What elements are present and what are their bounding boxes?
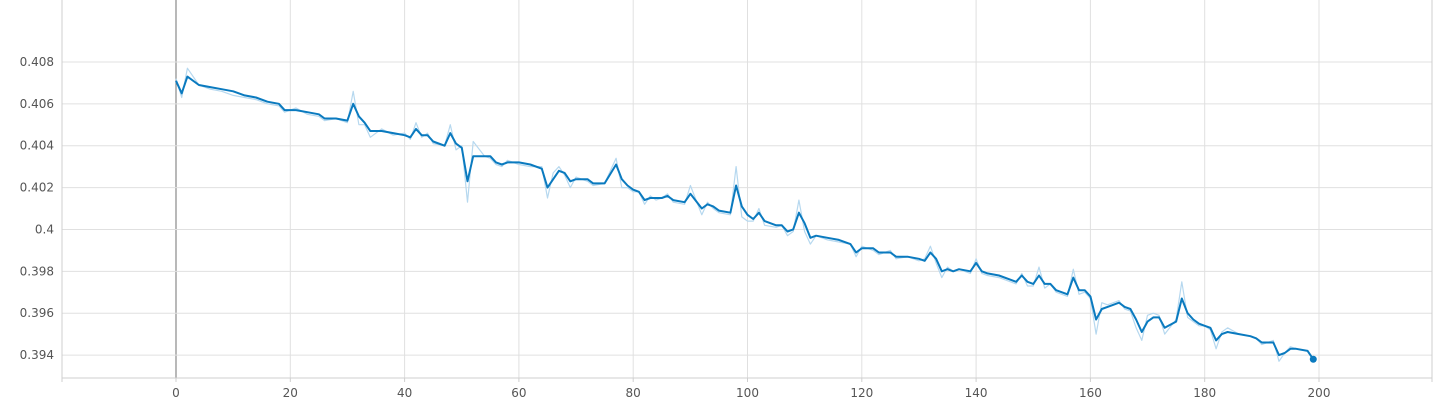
raw-series-line [175, 67, 1314, 362]
x-tick-label: 60 [511, 386, 526, 400]
y-tick-label: 0.396 [20, 306, 54, 320]
x-tick-label: 120 [850, 386, 873, 400]
tick-labels: 0 20 40 60 80 100 120 140 160 180 200 0.394 0.396 0.3… [20, 55, 1331, 400]
x-tick-label: 40 [397, 386, 412, 400]
y-tick-label: 0.398 [20, 264, 54, 278]
last-point-marker[interactable] [1309, 355, 1317, 363]
x-tick-label: 20 [283, 386, 298, 400]
x-tick-label: 80 [626, 386, 641, 400]
axes [61, 0, 1433, 382]
x-tick-label: 180 [1193, 386, 1216, 400]
series [175, 67, 1317, 363]
x-tick-label: 100 [736, 386, 759, 400]
y-tick-label: 0.394 [20, 348, 54, 362]
y-tick-label: 0.402 [20, 181, 54, 195]
y-tick-label: 0.406 [20, 97, 54, 111]
x-tick-label: 160 [1079, 386, 1102, 400]
smoothed-series-line [175, 75, 1315, 360]
y-tick-label: 0.404 [20, 139, 54, 153]
y-tick-label: 0.4 [35, 222, 54, 236]
gridlines [62, 0, 1432, 378]
x-tick-label: 0 [172, 386, 180, 400]
x-tick-label: 140 [965, 386, 988, 400]
y-tick-label: 0.408 [20, 55, 54, 69]
x-tick-label: 200 [1308, 386, 1331, 400]
